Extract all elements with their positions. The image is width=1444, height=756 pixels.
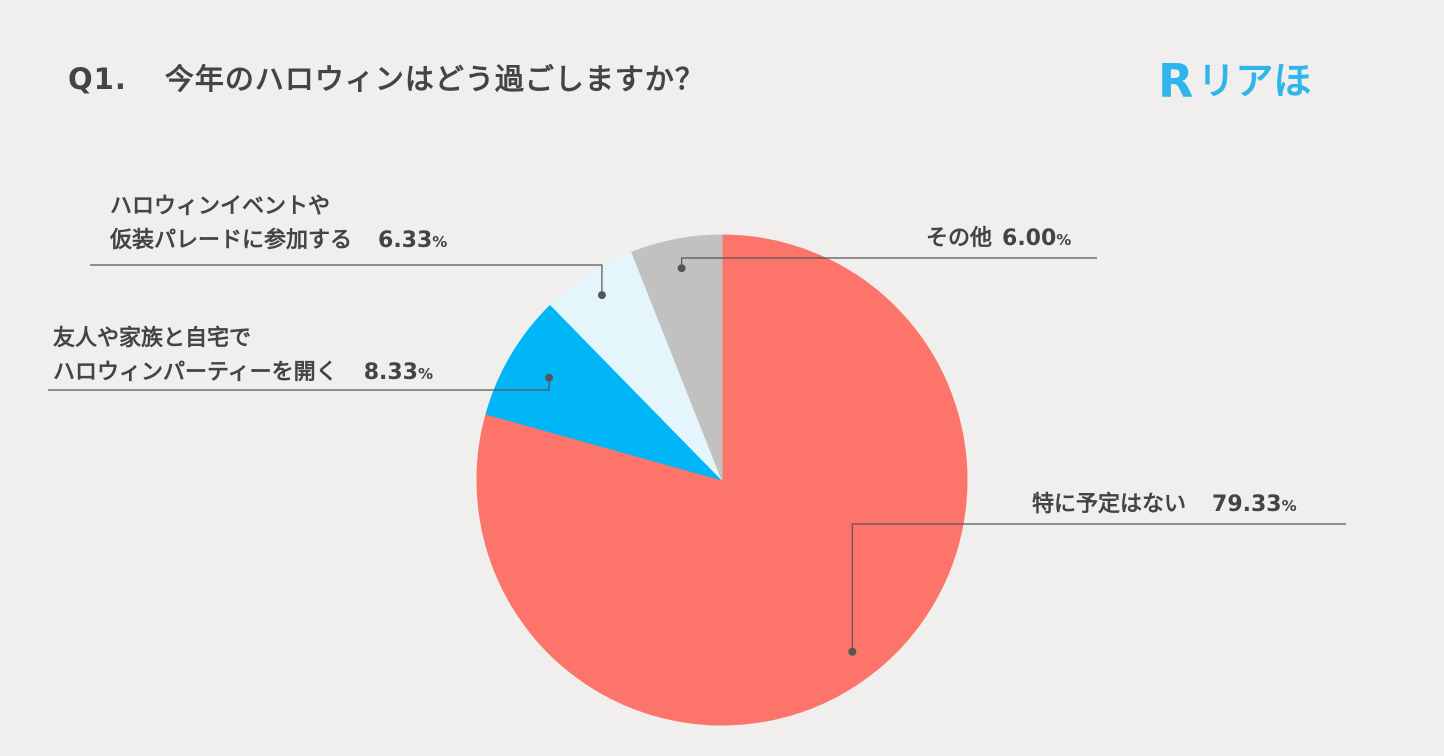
unit-home-party: % [417, 365, 433, 383]
label-no-plans: 特に予定はない 79.33% [1032, 488, 1297, 523]
leader-line-other [680, 257, 1097, 269]
slice-value-no-plans: 79.33 [1212, 492, 1282, 517]
pie-slice-other [631, 234, 723, 481]
slice-label-no-plans: 特に予定はない [1032, 492, 1187, 517]
leader-line-no-plans [851, 523, 1346, 652]
label-event: ハロウィンイベントや 仮装パレードに参加する 6.33% [110, 190, 447, 259]
pie-slice-no-plans [476, 234, 968, 726]
slice-label-home-party-line2: ハロウィンパーティーを開く [53, 360, 338, 385]
label-home-party: 友人や家族と自宅で ハロウィンパーティーを開く 8.33% [53, 322, 433, 391]
slice-label-other: その他 [926, 226, 993, 251]
unit-no-plans: % [1281, 497, 1297, 515]
label-other: その他 6.00% [926, 222, 1071, 257]
logo-mark-icon: R [1158, 54, 1194, 108]
logo-text: リアほ [1197, 59, 1312, 103]
slice-label-home-party-line1: 友人や家族と自宅で [53, 326, 252, 351]
brand-logo: R リアほ [1158, 58, 1311, 104]
pie-slice-home-party [485, 304, 724, 481]
slice-label-event-line2: 仮装パレードに参加する [110, 228, 353, 253]
chart-title: Q1. 今年のハロウィンはどう過ごしますか？ [68, 56, 705, 98]
slice-label-event-line1: ハロウィンイベントや [110, 194, 331, 219]
question-text: 今年のハロウィンはどう過ごしますか？ [164, 62, 705, 96]
unit-event: % [432, 233, 448, 251]
leader-line-event [90, 264, 603, 296]
slice-value-other: 6.00 [1002, 226, 1057, 251]
unit-other: % [1056, 231, 1072, 249]
slice-value-event: 6.33 [378, 228, 433, 253]
leader-line-home-party [48, 377, 550, 391]
question-number: Q1. [68, 62, 127, 96]
slice-value-home-party: 8.33 [363, 360, 418, 385]
